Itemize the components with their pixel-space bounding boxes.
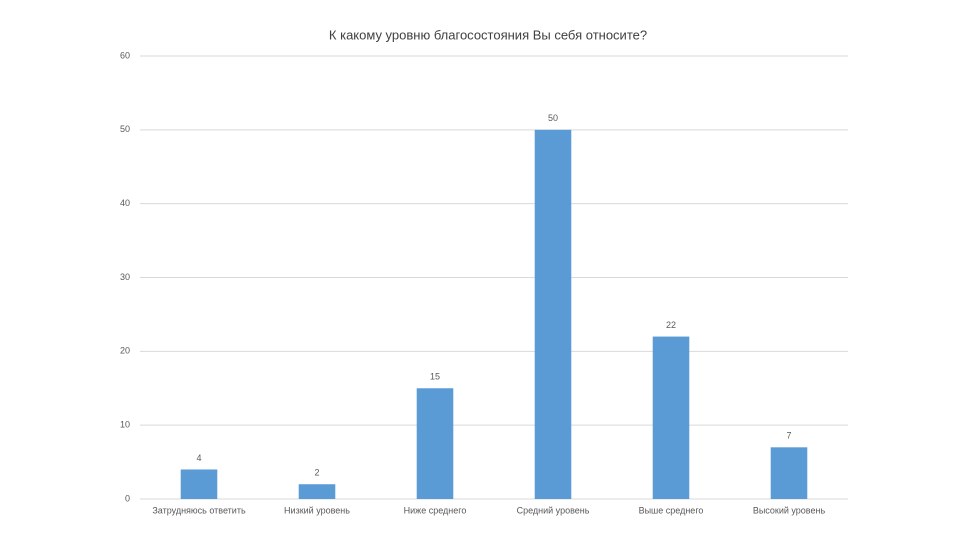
y-tick-label: 50	[120, 124, 130, 134]
data-label: 22	[666, 320, 676, 330]
bar	[180, 469, 218, 499]
data-label: 2	[314, 468, 319, 478]
x-tick-label: Выше среднего	[639, 505, 704, 515]
data-label: 4	[196, 453, 201, 463]
data-label: 7	[786, 431, 791, 441]
y-tick-label: 40	[120, 198, 130, 208]
x-tick-label: Ниже среднего	[404, 505, 467, 515]
x-tick-label: Средний уровень	[517, 505, 590, 515]
y-tick-label: 20	[120, 346, 130, 356]
y-tick-label: 10	[120, 420, 130, 430]
bar	[652, 336, 690, 499]
data-label: 15	[430, 372, 440, 382]
x-tick-label: Затрудняюсь ответить	[152, 505, 246, 515]
bar	[534, 129, 572, 500]
y-tick-label: 0	[125, 493, 130, 503]
data-label: 50	[548, 113, 558, 123]
chart-title: К какому уровню благосостояния Вы себя о…	[329, 27, 647, 42]
bar	[416, 388, 454, 499]
x-tick-label: Высокий уровень	[753, 505, 826, 515]
y-tick-label: 30	[120, 272, 130, 282]
x-tick-label: Низкий уровень	[284, 505, 350, 515]
bar	[770, 447, 808, 499]
bar	[298, 484, 336, 499]
y-tick-label: 60	[120, 50, 130, 60]
